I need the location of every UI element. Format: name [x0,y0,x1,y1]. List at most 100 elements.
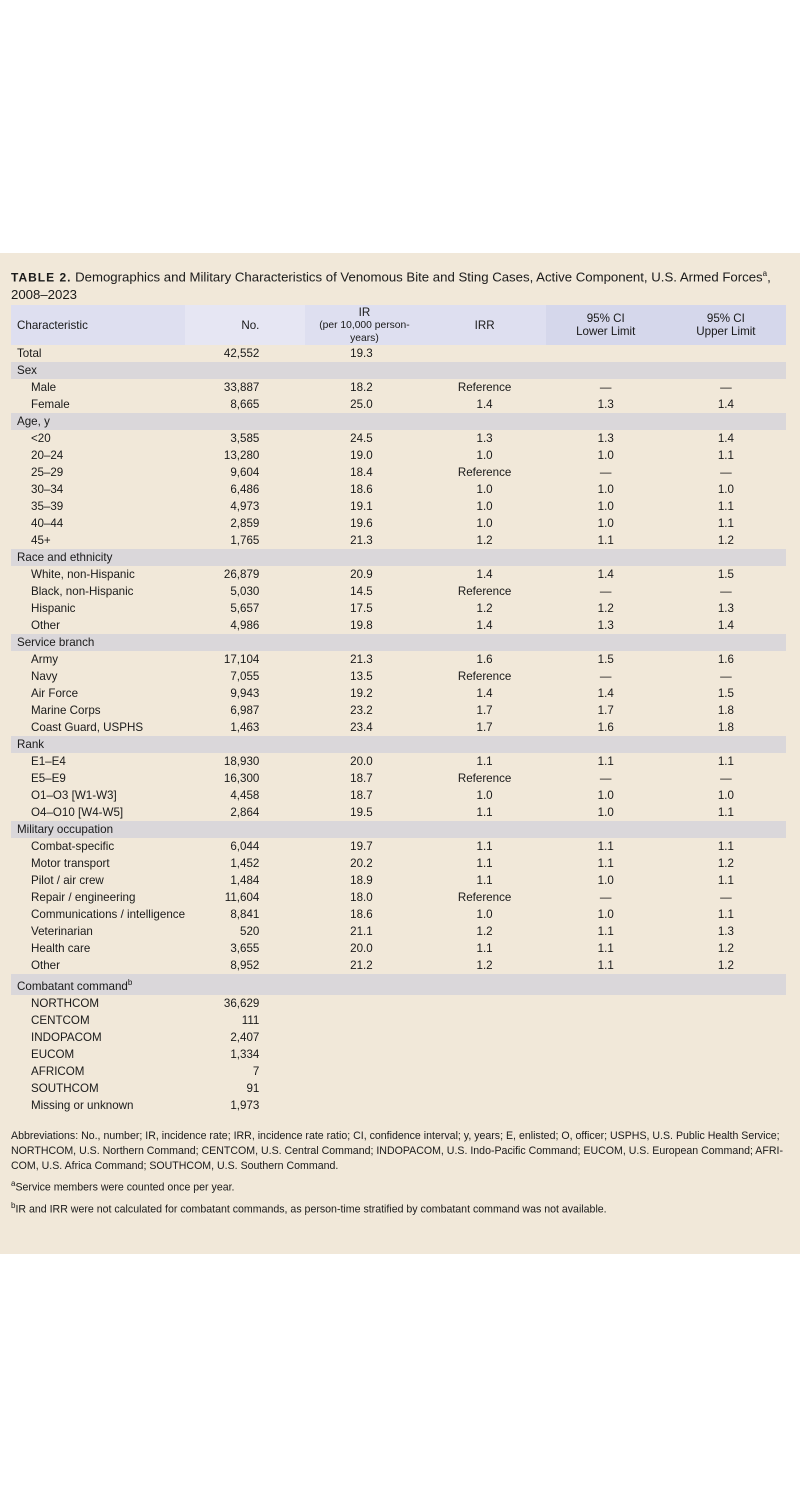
cell-label: AFRICOM [31,1064,85,1078]
cell-no: 11,604 [224,891,260,904]
cell-lo: 1.2 [597,602,614,615]
cell-irr: 1.3 [476,432,493,445]
cell-label: Combat-specific [31,840,115,853]
cell-no: 1,334 [230,1047,260,1061]
cell-hi [666,1046,786,1063]
cell-hi: — [720,466,732,479]
table-row: Motor transport 1,452 20.2 1.1 1.1 1.2 [11,855,786,872]
group-label-text: Race and ethnicity [17,551,113,564]
cell-hi [666,345,786,362]
cell-ir: 20.0 [350,942,373,955]
cell-no: 4,458 [230,789,260,802]
cell-ir: 18.7 [350,789,373,802]
group-row: Rank [11,736,786,753]
table-row: 30–34 6,486 18.6 1.0 1.0 1.0 [11,481,786,498]
cell-irr: 1.1 [476,806,493,819]
cell-irr [424,1046,546,1063]
cell-lo: 1.3 [597,432,614,445]
footnote-b: bIR and IRR were not calculated for comb… [11,1200,607,1216]
cell-label: Navy [31,670,58,683]
table-row: Pilot / air crew 1,484 18.9 1.1 1.0 1.1 [11,872,786,889]
cell-ir: 14.5 [350,585,373,598]
cell-hi [666,1097,786,1114]
cell-hi [666,1063,786,1080]
cell-ir: 19.8 [350,619,373,632]
cell-label: Missing or unknown [31,1098,134,1112]
group-label: Rank [11,736,786,753]
table-row: Veterinarian 520 21.1 1.2 1.1 1.3 [11,923,786,940]
table-row: O4–O10 [W4-W5] 2,864 19.5 1.1 1.0 1.1 [11,804,786,821]
cell-irr: 1.2 [476,534,493,547]
cell-irr: Reference [457,670,512,683]
cell-irr: 1.0 [476,483,493,496]
cell-irr: 1.4 [476,619,493,632]
cell-no: 16,300 [223,772,260,785]
cell-ir: 18.2 [350,381,373,394]
cell-lo: 1.0 [597,483,614,496]
cell-hi: 1.3 [717,602,734,615]
cell-no: 6,486 [230,483,260,496]
table-panel: TABLE 2. Demographics and Military Chara… [0,253,800,1254]
cell-no: 9,943 [230,687,260,700]
cell-lo [546,1063,666,1080]
cell-irr: 1.7 [476,704,493,717]
cell-lo: — [599,891,612,904]
cell-irr: Reference [457,772,512,785]
table-notes: Abbreviations: No., number; IR, incidenc… [11,1129,791,1217]
cell-hi: 1.2 [717,857,734,870]
cell-label: Black, non-Hispanic [31,585,134,598]
cell-label: E1–E4 [31,755,66,768]
table-row: O1–O3 [W1-W3] 4,458 18.7 1.0 1.0 1.0 [11,787,786,804]
table-row: White, non-Hispanic 26,879 20.9 1.4 1.4 1.5 [11,566,786,583]
cell-no: 4,973 [230,500,260,513]
cell-lo [546,995,666,1012]
group-label-text: Rank [17,738,45,751]
cell-lo [546,1080,666,1097]
cell-ir: 20.9 [350,568,373,581]
cell-ir [305,1046,423,1063]
cell-lo: 1.4 [597,687,614,700]
table-row: CENTCOM 111 [11,1012,786,1029]
cell-lo: 1.1 [597,534,614,547]
cell-irr: 1.7 [476,721,493,734]
cell-label: 35–39 [31,500,64,513]
table-row: <20 3,585 24.5 1.3 1.3 1.4 [11,430,786,447]
cell-ir: 17.5 [350,602,373,615]
cell-hi: 1.8 [717,721,734,734]
cell-ir: 18.4 [350,466,373,479]
cell-irr: 1.2 [476,959,493,972]
abbreviations-note: Abbreviations: No., number; IR, incidenc… [11,1130,783,1172]
cell-irr: Reference [457,891,512,904]
cell-no: 1,765 [230,534,260,547]
cell-hi: 1.3 [717,925,734,938]
cell-ir [305,995,423,1012]
cell-ir: 19.1 [350,500,373,513]
cell-ir: 19.2 [350,687,373,700]
cell-hi: 1.1 [717,517,734,530]
cell-no: 8,841 [230,908,260,921]
cell-lo: 1.0 [597,908,614,921]
cell-hi [666,1080,786,1097]
table-row: Male 33,887 18.2 Reference — — [11,379,786,396]
cell-no: 26,879 [223,568,260,581]
cell-label: Health care [31,942,91,955]
cell-label: Hispanic [31,602,76,615]
cell-no: 8,952 [230,959,260,972]
cell-irr: 1.0 [476,908,493,921]
cell-hi: 1.4 [717,432,734,445]
table-row: Hispanic 5,657 17.5 1.2 1.2 1.3 [11,600,786,617]
cell-no: 36,629 [223,996,260,1010]
table-row: Communications / intelligence 8,841 18.6 1.… [11,906,786,923]
table-row: 20–24 13,280 19.0 1.0 1.0 1.1 [11,447,786,464]
table-row: Navy 7,055 13.5 Reference — — [11,668,786,685]
cell-irr: 1.1 [476,840,493,853]
cell-ir: 18.7 [350,772,373,785]
cell-no: 1,973 [230,1098,260,1112]
cell-lo: — [599,466,612,479]
cell-irr: Reference [457,466,512,479]
cell-irr: 1.0 [476,789,493,802]
data-table: Characteristic No. IR (per 10,000 person-… [11,305,786,1114]
table-row: 40–44 2,859 19.6 1.0 1.0 1.1 [11,515,786,532]
cell-lo: 1.0 [597,500,614,513]
cell-hi: 1.1 [717,806,734,819]
